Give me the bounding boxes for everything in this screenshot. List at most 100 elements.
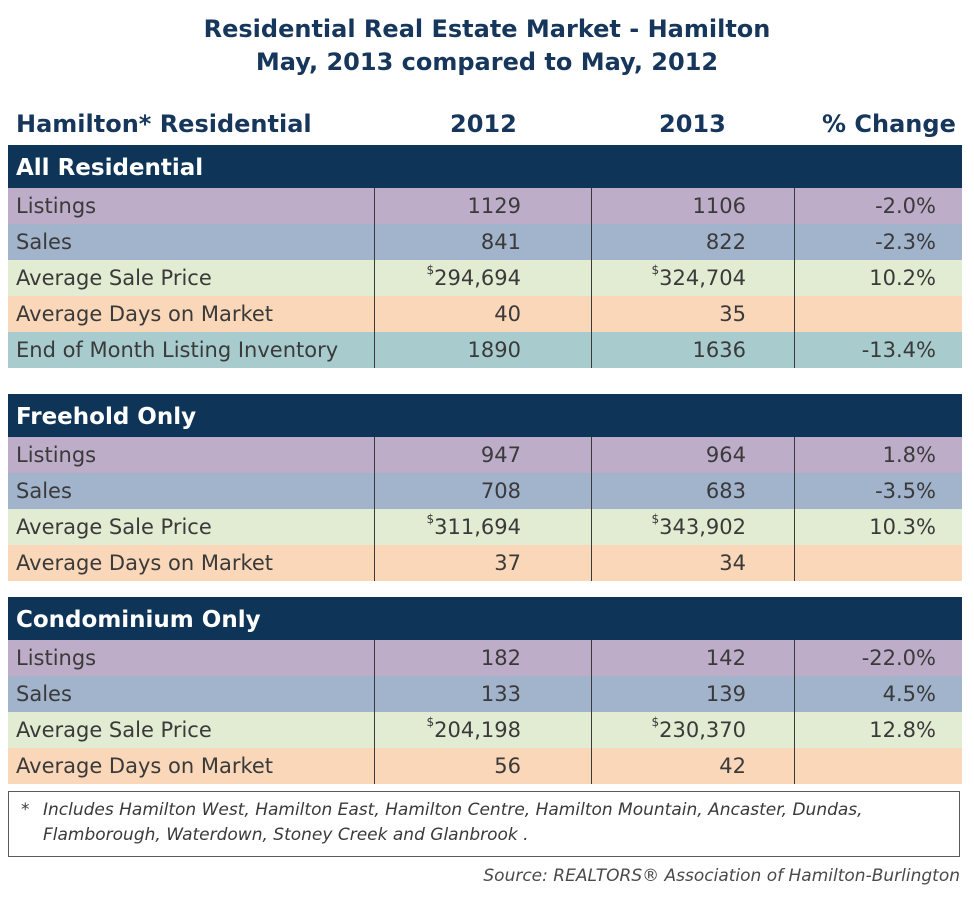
- value-change: [794, 296, 962, 332]
- row-label-text: Sales: [16, 682, 72, 706]
- value-change: -22.0%: [794, 640, 962, 676]
- row-label: Average Days on Market: [8, 296, 374, 332]
- row-label-text: Listings: [16, 443, 97, 467]
- value-2013: $230,370: [591, 712, 794, 748]
- value-2013: 964: [591, 437, 794, 473]
- value-2012: $204,198: [374, 712, 591, 748]
- table-row: Sales 841 822 -2.3%: [8, 224, 962, 260]
- footnote-box: * Includes Hamilton West, Hamilton East,…: [8, 791, 960, 857]
- value-2012: 1129: [374, 188, 591, 224]
- value-2012-text: 947: [480, 443, 521, 467]
- row-label-text: Listings: [16, 646, 97, 670]
- value-2012: 133: [374, 676, 591, 712]
- currency-symbol: $: [426, 263, 435, 277]
- section-freehold-only: Freehold Only Listings 947 964 1.8% Sales 708…: [8, 394, 962, 581]
- value-2012-text: 133: [480, 682, 521, 706]
- table-row: Average Sale Price $294,694 $324,704 10.2%: [8, 260, 962, 296]
- row-label: Listings: [8, 188, 374, 224]
- section-rows: Listings 1129 1106 -2.0% Sales 841 822 -2.3% Ave…: [8, 188, 962, 368]
- table-row: Average Sale Price $311,694 $343,902 10.3%: [8, 509, 962, 545]
- value-change-text: -3.5%: [875, 479, 936, 503]
- value-2013: 1106: [591, 188, 794, 224]
- row-label-text: Sales: [16, 479, 72, 503]
- row-label-text: Average Sale Price: [16, 515, 212, 539]
- value-2013: 42: [591, 748, 794, 784]
- source-credit: Source: REALTORS® Association of Hamilto…: [483, 866, 960, 886]
- value-2012-text: 708: [480, 479, 521, 503]
- row-label-text: Average Sale Price: [16, 266, 212, 290]
- table-row: Sales 133 139 4.5%: [8, 676, 962, 712]
- row-label: Average Days on Market: [8, 545, 374, 581]
- value-2013-text: 822: [705, 230, 746, 254]
- value-2012-text: 841: [480, 230, 521, 254]
- section-rows: Listings 182 142 -22.0% Sales 133 139 4.5% Avera…: [8, 640, 962, 784]
- report-title: Residential Real Estate Market - Hamilto…: [203, 15, 771, 43]
- value-2013-text: 42: [719, 754, 746, 778]
- table-row: End of Month Listing Inventory 1890 1636 -1…: [8, 332, 962, 368]
- value-2012: 182: [374, 640, 591, 676]
- value-change-text: -2.0%: [875, 194, 936, 218]
- value-2013-text: 34: [719, 551, 746, 575]
- value-2013: 34: [591, 545, 794, 581]
- value-2013-text: 343,902: [659, 515, 746, 539]
- value-2013-text: 1636: [692, 338, 746, 362]
- report-subtitle: May, 2013 compared to May, 2012: [255, 48, 719, 76]
- value-change: 10.2%: [794, 260, 962, 296]
- row-label: Sales: [8, 224, 374, 260]
- row-label-text: Average Days on Market: [16, 754, 274, 778]
- value-2013-text: 139: [705, 682, 746, 706]
- value-2013: $324,704: [591, 260, 794, 296]
- value-2013-text: 683: [705, 479, 746, 503]
- row-label: Sales: [8, 473, 374, 509]
- footnote-text: Includes Hamilton West, Hamilton East, H…: [43, 800, 863, 845]
- table-row: Average Days on Market 40 35: [8, 296, 962, 332]
- value-2012: 708: [374, 473, 591, 509]
- value-change: 10.3%: [794, 509, 962, 545]
- table-row: Listings 947 964 1.8%: [8, 437, 962, 473]
- value-2012-text: 311,694: [434, 515, 521, 539]
- value-change-text: 12.8%: [869, 718, 936, 742]
- row-label: Average Days on Market: [8, 748, 374, 784]
- table-row: Average Days on Market 56 42: [8, 748, 962, 784]
- value-2013: 683: [591, 473, 794, 509]
- currency-symbol: $: [651, 263, 660, 277]
- value-change-text: 10.3%: [869, 515, 936, 539]
- value-2013: 822: [591, 224, 794, 260]
- table-row: Average Days on Market 37 34: [8, 545, 962, 581]
- row-label-text: Average Days on Market: [16, 302, 274, 326]
- column-header-2013: 2013: [659, 110, 726, 138]
- value-2012-text: 37: [494, 551, 521, 575]
- section-condominium-only: Condominium Only Listings 182 142 -22.0% Sal…: [8, 597, 962, 784]
- value-change: -2.0%: [794, 188, 962, 224]
- column-header-change: % Change: [822, 110, 956, 138]
- row-label-text: End of Month Listing Inventory: [16, 338, 339, 362]
- value-2012: 947: [374, 437, 591, 473]
- value-2012: 1890: [374, 332, 591, 368]
- row-label: Average Sale Price: [8, 260, 374, 296]
- section-rows: Listings 947 964 1.8% Sales 708 683 -3.5% Averag…: [8, 437, 962, 581]
- value-2012-text: 294,694: [434, 266, 521, 290]
- table-row: Listings 182 142 -22.0%: [8, 640, 962, 676]
- value-2013: 35: [591, 296, 794, 332]
- value-change-text: -13.4%: [861, 338, 936, 362]
- section-heading: Condominium Only: [8, 597, 962, 640]
- value-change-text: 10.2%: [869, 266, 936, 290]
- value-2013-text: 324,704: [659, 266, 746, 290]
- value-2012: $294,694: [374, 260, 591, 296]
- section-all-residential: All Residential Listings 1129 1106 -2.0% Sal…: [8, 145, 962, 368]
- value-change: 12.8%: [794, 712, 962, 748]
- value-2013-text: 142: [705, 646, 746, 670]
- value-change: [794, 748, 962, 784]
- value-change: [794, 545, 962, 581]
- value-2012-text: 1890: [467, 338, 521, 362]
- value-2012-text: 182: [480, 646, 521, 670]
- value-change-text: -2.3%: [875, 230, 936, 254]
- row-label-text: Listings: [16, 194, 97, 218]
- value-change: -2.3%: [794, 224, 962, 260]
- currency-symbol: $: [651, 715, 660, 729]
- value-2012-text: 40: [494, 302, 521, 326]
- value-change: -13.4%: [794, 332, 962, 368]
- table-row: Listings 1129 1106 -2.0%: [8, 188, 962, 224]
- value-change-text: 4.5%: [882, 682, 936, 706]
- value-2013: $343,902: [591, 509, 794, 545]
